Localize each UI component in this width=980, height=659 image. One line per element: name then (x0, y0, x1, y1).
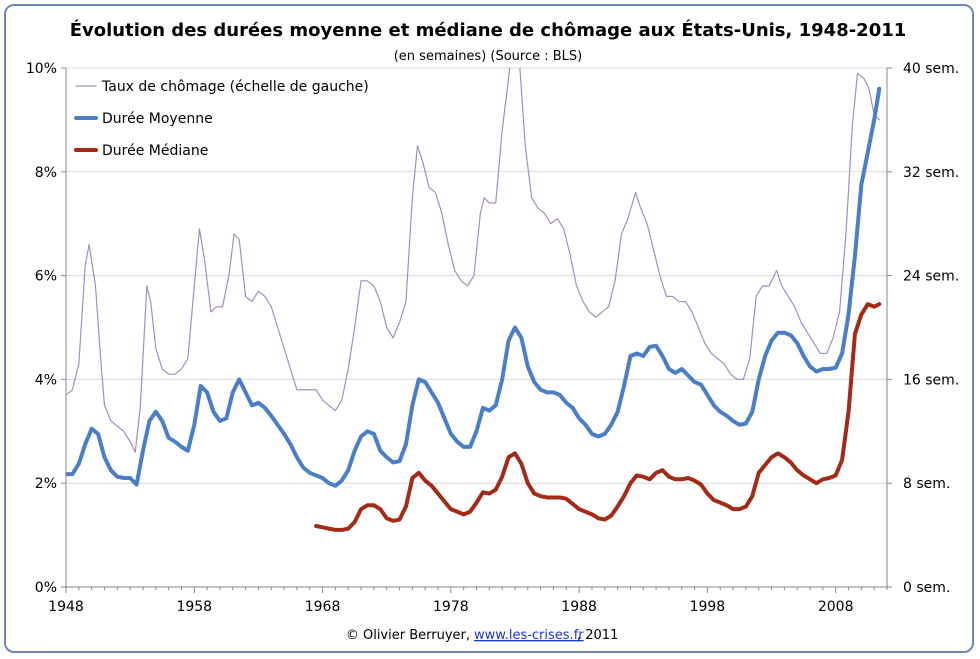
x-tick-label: 1998 (690, 599, 726, 615)
credit-year: , 2011 (577, 628, 618, 643)
x-tick-label: 1978 (433, 599, 469, 615)
legend-label-0: Taux de chômage (échelle de gauche) (101, 79, 369, 95)
y-left-tick-label: 8% (35, 165, 57, 181)
legend-label-1: Durée Moyenne (102, 111, 213, 127)
y-right-tick-label: 32 sem. (903, 165, 959, 181)
x-tick-label: 2008 (818, 599, 854, 615)
x-tick-label: 1988 (561, 599, 597, 615)
series-lines (66, 68, 882, 532)
axes: 0% 2% 4% 6% 8% 10% 0 sem. 8 sem. 16 sem. 24 sem. 3… (26, 61, 959, 615)
chart-frame (4, 4, 974, 653)
series-line-1 (66, 86, 882, 488)
chart-title: Évolution des durées moyenne et médiane … (70, 19, 907, 41)
chart-subtitle: (en semaines) (Source : BLS) (394, 49, 583, 64)
x-tick-label: 1958 (176, 599, 212, 615)
series-line-2 (314, 302, 882, 532)
y-right-tick-label: 24 sem. (903, 269, 959, 285)
y-left-tick-label: 0% (35, 580, 57, 596)
legend: Taux de chômage (échelle de gauche) Durée… (74, 79, 369, 159)
gridlines (66, 67, 887, 484)
y-left-tick-label: 6% (35, 269, 57, 285)
y-right-tick-label: 40 sem. (903, 61, 959, 77)
series-line-0 (66, 68, 880, 453)
y-right-tick-label: 8 sem. (903, 476, 950, 492)
x-tick-label: 1948 (48, 599, 84, 615)
credit-link[interactable]: www.les-crises.fr (474, 628, 584, 643)
credit-author: © Olivier Berruyer, (346, 628, 470, 643)
y-left-tick-label: 4% (35, 372, 57, 388)
legend-label-2: Durée Médiane (102, 143, 208, 159)
y-left-tick-label: 10% (26, 61, 57, 77)
x-tick-label: 1968 (305, 599, 341, 615)
y-right-tick-label: 16 sem. (903, 372, 959, 388)
y-left-tick-label: 2% (35, 476, 57, 492)
y-right-tick-label: 0 sem. (903, 580, 950, 596)
